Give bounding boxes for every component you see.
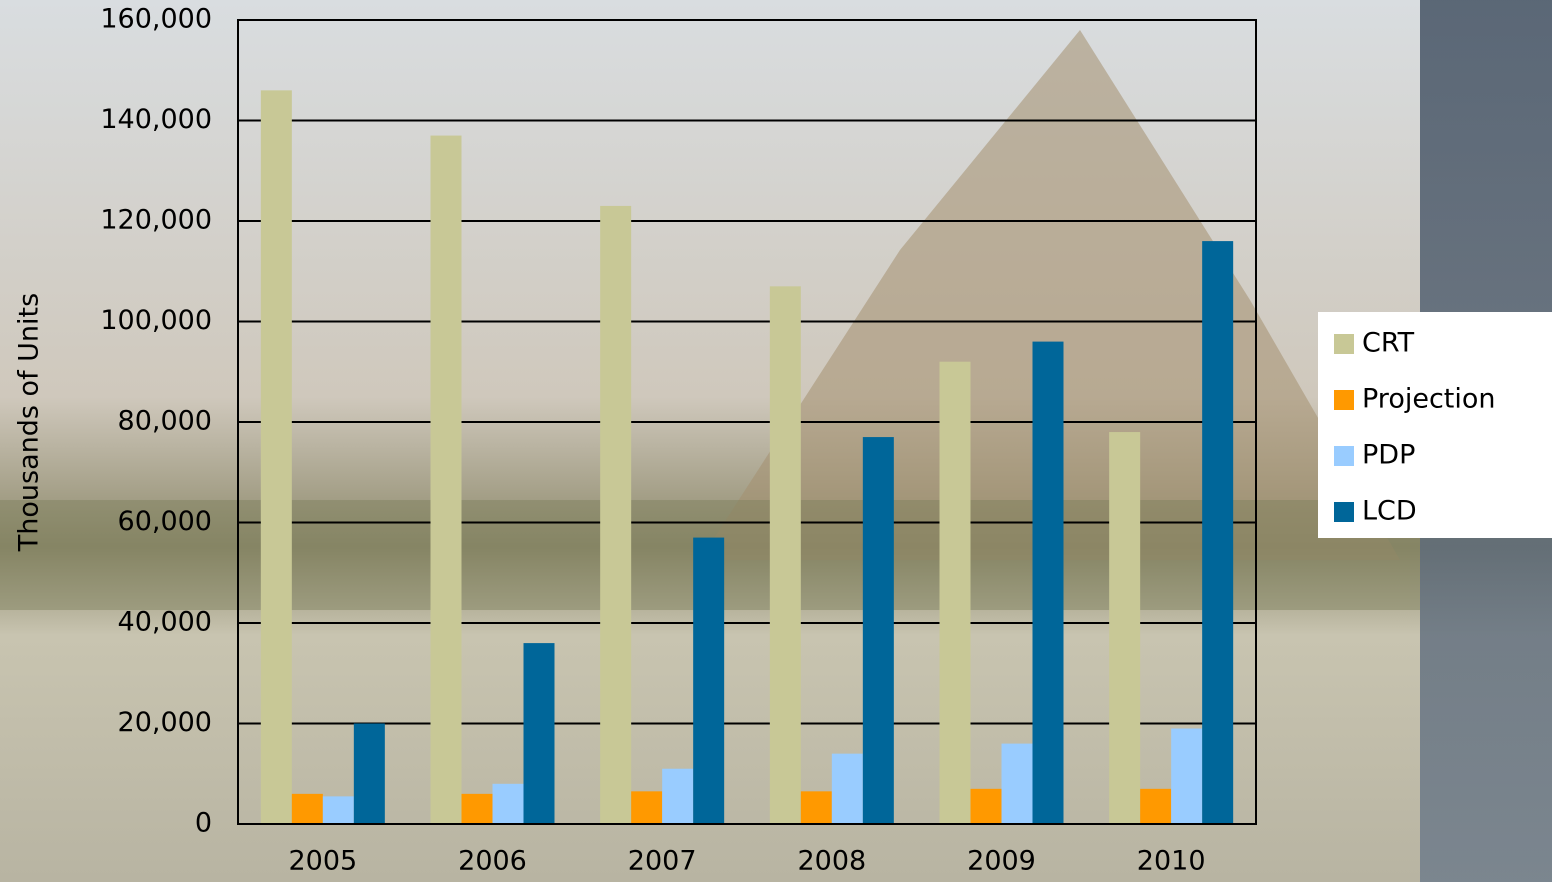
bar <box>831 753 863 824</box>
x-tick-label: 2010 <box>1137 846 1206 877</box>
y-tick-label: 120,000 <box>100 205 212 236</box>
legend-label: CRT <box>1362 328 1415 359</box>
bar <box>769 286 801 824</box>
bar <box>1109 432 1141 824</box>
plot-frame <box>237 19 1257 825</box>
y-tick-label: 80,000 <box>118 406 212 437</box>
y-tick-label: 60,000 <box>118 506 212 537</box>
x-tick-label: 2006 <box>458 846 527 877</box>
bar <box>430 135 462 824</box>
y-tick-label: 100,000 <box>100 305 212 336</box>
y-tick-label: 0 <box>195 808 212 839</box>
bar <box>353 723 385 824</box>
bar <box>291 793 323 824</box>
legend-label: Projection <box>1362 384 1496 415</box>
y-tick-label: 20,000 <box>118 707 212 738</box>
bar <box>862 437 894 824</box>
bar <box>260 90 292 825</box>
x-tick-label: 2008 <box>797 846 866 877</box>
bar <box>1001 743 1033 824</box>
bar <box>1032 341 1064 824</box>
bar <box>939 361 971 824</box>
bar <box>1202 241 1234 825</box>
bar <box>800 791 832 824</box>
legend-swatch <box>1334 334 1354 354</box>
y-axis-title: Thousands of Units <box>14 293 45 552</box>
y-tick-label: 140,000 <box>100 104 212 135</box>
bar <box>492 783 524 824</box>
bar <box>970 788 1002 824</box>
legend-swatch <box>1334 390 1354 410</box>
bar <box>322 796 354 824</box>
bar <box>600 205 632 825</box>
legend-label: PDP <box>1362 440 1415 471</box>
bar <box>1171 728 1203 824</box>
legend-label: LCD <box>1362 496 1417 527</box>
bar <box>523 643 555 824</box>
y-tick-label: 40,000 <box>118 607 212 638</box>
bar <box>693 537 725 824</box>
x-tick-label: 2005 <box>288 846 357 877</box>
legend-box <box>1318 312 1552 538</box>
x-tick-label: 2007 <box>628 846 697 877</box>
x-tick-label: 2009 <box>967 846 1036 877</box>
y-tick-label: 160,000 <box>100 4 212 35</box>
bar <box>631 791 663 824</box>
bar <box>461 793 493 824</box>
bar <box>1140 788 1172 824</box>
bar <box>662 768 694 824</box>
legend-swatch <box>1334 446 1354 466</box>
legend-swatch <box>1334 502 1354 522</box>
